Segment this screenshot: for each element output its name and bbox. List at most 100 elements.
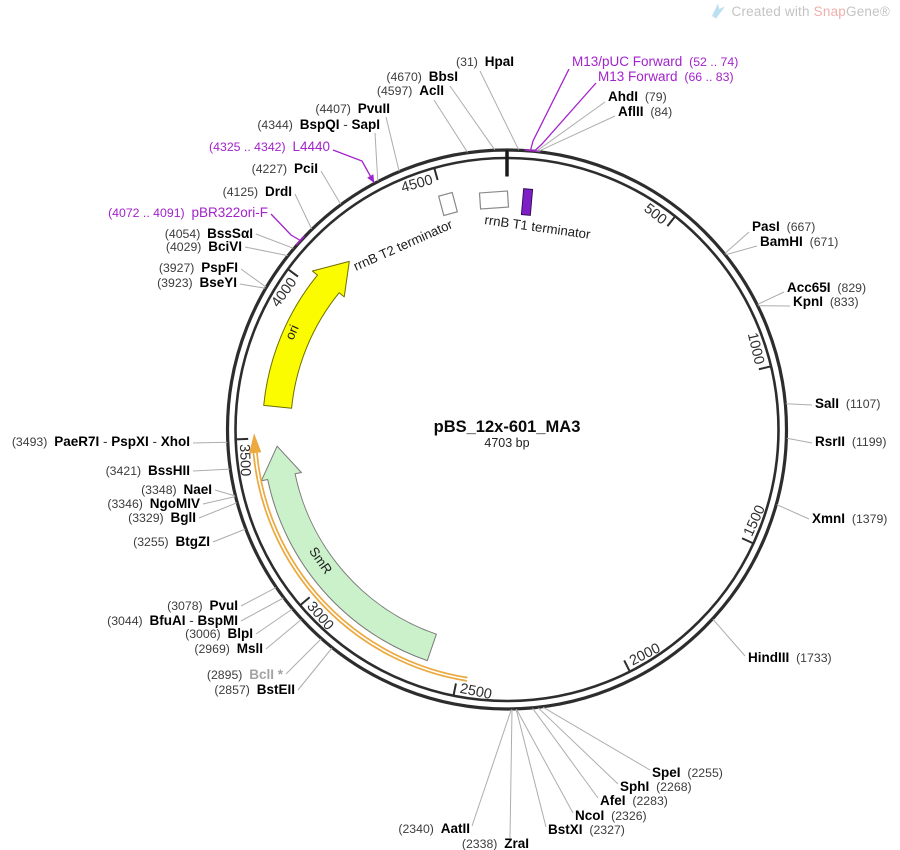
- site-label-kpnI[interactable]: KpnI (833): [793, 294, 859, 309]
- leader-line-aatII: [471, 709, 512, 827]
- feature-rrnb-t2-terminator[interactable]: [437, 191, 459, 217]
- feature-rrnb-t1-terminator-label[interactable]: rrnB T1 terminator: [484, 212, 592, 242]
- leader-line-blpI: [255, 608, 293, 635]
- watermark-brand-gene: Gene: [846, 3, 880, 19]
- feature-smr-cassette-arrowhead[interactable]: [249, 433, 262, 454]
- site-label-blpI[interactable]: (3006) BlpI: [185, 626, 253, 641]
- leader-line-bglI: [198, 502, 237, 519]
- site-label-mslI[interactable]: (2969) MslI: [194, 641, 263, 656]
- site-label-m13-puc-forward[interactable]: M13/pUC Forward (52 .. 74): [572, 54, 738, 69]
- leader-line-afeI: [532, 708, 599, 799]
- site-label-bsssaI[interactable]: (4054) BssSαI: [165, 226, 253, 241]
- watermark-reg-mark: ®: [879, 3, 890, 19]
- site-label-bsteII[interactable]: (2857) BstEII: [214, 682, 295, 697]
- leader-line-hindIII: [712, 618, 746, 657]
- feature-rrnb-t2-terminator-label[interactable]: rrnB T2 terminator: [351, 216, 455, 273]
- tick-mark: [433, 168, 439, 181]
- leader-line-ngomIV: [202, 496, 236, 505]
- leader-line-bsshII: [192, 468, 230, 472]
- site-label-ncoI[interactable]: NcoI (2326): [575, 808, 647, 823]
- site-label-bfuaI-bspmI[interactable]: (3044) BfuAI - BspMI: [107, 613, 238, 628]
- tick-mark: [666, 216, 676, 227]
- plasmid-size: 4703 bp: [484, 436, 529, 450]
- site-label-sphI[interactable]: SphI (2268): [620, 779, 692, 794]
- tick-mark: [758, 365, 771, 371]
- leader-line-pasI: [724, 231, 750, 254]
- site-label-btgzI[interactable]: (3255) BtgZI: [133, 534, 210, 549]
- leader-line-naeI: [214, 489, 236, 497]
- site-label-bstxI[interactable]: BstXI (2327): [548, 822, 625, 837]
- site-label-aclI[interactable]: (4597) AclI: [377, 83, 444, 98]
- site-label-bspqI-sapI[interactable]: (4344) BspQI - SapI: [257, 117, 380, 132]
- tick-mark: [623, 660, 631, 672]
- feature-ori-arrow[interactable]: [263, 260, 350, 409]
- leader-line-m13-puc-forward: [529, 68, 570, 151]
- site-label-bcivI[interactable]: (4029) BciVI: [166, 239, 242, 254]
- tick-label: 2500: [458, 681, 493, 703]
- feature-smr-cassette-arc[interactable]: [256, 452, 468, 679]
- site-label-hpaI[interactable]: (31) HpaI: [456, 54, 514, 69]
- watermark-text: Created with SnapGene®: [732, 4, 890, 19]
- tick-label: 1000: [744, 331, 767, 366]
- leader-line-drdI: [294, 193, 313, 230]
- site-label-bglI[interactable]: (3329) BglI: [128, 510, 196, 525]
- site-label-acc65I[interactable]: Acc65I (829): [787, 280, 866, 295]
- site-label-hindIII[interactable]: HindIII (1733): [748, 650, 832, 665]
- site-label-aflII[interactable]: AflII (84): [618, 104, 672, 119]
- site-label-bsshII[interactable]: (3421) BssHII: [106, 463, 190, 478]
- site-label-pvuII[interactable]: (4407) PvuII: [315, 101, 390, 116]
- site-label-pbr322ori-f[interactable]: (4072 .. 4091) pBR322ori-F: [108, 205, 268, 220]
- leader-line-bcivI: [244, 246, 288, 257]
- leader-line-bamhI: [725, 245, 758, 256]
- site-label-naeI[interactable]: (3348) NaeI: [141, 482, 212, 497]
- leader-line-xmnI: [776, 504, 810, 520]
- feature-smr-arrow[interactable]: [260, 445, 437, 662]
- leader-line-salI: [785, 403, 813, 406]
- watermark-brand-snap: Snap: [813, 3, 847, 19]
- feature-smr-cassette-arc[interactable]: [252, 452, 468, 682]
- site-label-afeI[interactable]: AfeI (2283): [600, 793, 668, 808]
- feature-m13-primers-marker[interactable]: [520, 188, 534, 216]
- site-label-bbsI[interactable]: (4670) BbsI: [386, 69, 458, 84]
- leader-line-pvuI: [240, 587, 277, 607]
- site-label-zraI[interactable]: (2338) ZraI: [462, 836, 529, 850]
- site-label-ngomIV[interactable]: (3346) NgoMIV: [107, 496, 200, 511]
- site-label-speI[interactable]: SpeI (2255): [652, 765, 723, 780]
- site-label-ahdI[interactable]: AhdI (79): [608, 89, 667, 104]
- leader-line-mslI: [265, 619, 302, 650]
- tick-label: 3500: [236, 444, 253, 477]
- site-label-bseyI[interactable]: (3923) BseYI: [157, 275, 237, 290]
- site-label-pspfI[interactable]: (3927) PspFI: [159, 260, 238, 275]
- leader-line-ncoI: [516, 709, 574, 814]
- leader-line-bseyI: [239, 283, 266, 289]
- leader-line-rsrII: [786, 437, 813, 444]
- leader-line-bsssaI: [255, 233, 294, 249]
- leader-line-bclI: [285, 638, 322, 675]
- plasmid-backbone-outer-ring: [225, 148, 789, 711]
- feature-rrnb-t1-terminator[interactable]: [478, 190, 510, 210]
- site-label-pvuI[interactable]: (3078) PvuI: [167, 598, 238, 613]
- leader-line-ahdI: [536, 101, 606, 152]
- site-label-rsrII[interactable]: RsrII (1199): [815, 434, 886, 449]
- feature-ori-label[interactable]: ori: [282, 322, 302, 342]
- tick-label: 4500: [399, 172, 434, 196]
- site-label-pciI[interactable]: (4227) PciI: [252, 161, 318, 176]
- site-label-pasI[interactable]: PasI (667): [752, 219, 815, 234]
- site-label-paer7I-pspxI-xhoI[interactable]: (3493) PaeR7I - PspXI - XhoI: [12, 434, 190, 449]
- tick-mark: [452, 683, 457, 696]
- site-label-xmnI[interactable]: XmnI (1379): [812, 511, 887, 526]
- leader-line-pvuII: [385, 116, 400, 172]
- leader-line-bfuaI-bspmI: [240, 597, 284, 622]
- leader-line-sphI: [537, 707, 619, 785]
- site-label-l4440[interactable]: (4325 .. 4342) L4440: [209, 139, 330, 154]
- leader-line-pspfI: [240, 268, 267, 288]
- site-label-salI[interactable]: SalI (1107): [815, 396, 880, 411]
- site-label-bamhI[interactable]: BamHI (671): [760, 234, 838, 249]
- site-label-bclI[interactable]: (2895) BclI *: [207, 667, 284, 682]
- leader-line-l4440: [332, 149, 375, 184]
- site-label-m13-forward[interactable]: M13 Forward (66 .. 83): [598, 69, 734, 84]
- leader-line-acc65I: [757, 291, 785, 305]
- site-label-drdI[interactable]: (4125) DrdI: [223, 184, 292, 199]
- site-label-aatII[interactable]: (2340) AatII: [398, 821, 470, 836]
